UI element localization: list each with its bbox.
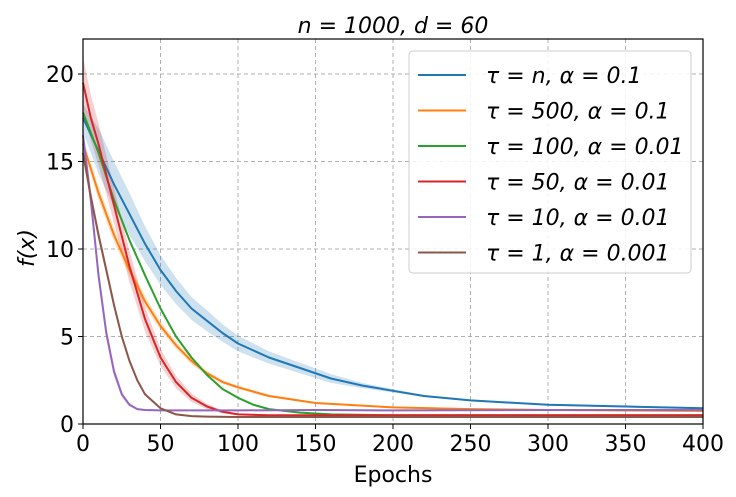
legend-label-4: τ = 10, α = 0.01: [486, 206, 670, 231]
chart-title: n = 1000, d = 60: [298, 14, 489, 39]
axis-ticks: 0 50 100 150 200 250 300 350 400 0 5 10 15 20: [46, 63, 724, 457]
y-tick-label: 20: [46, 63, 74, 88]
legend-label-0: τ = n, α = 0.1: [486, 64, 642, 89]
series-line-5: [82, 152, 703, 418]
x-tick-label: 300: [527, 432, 569, 457]
x-tick-label: 200: [372, 432, 414, 457]
legend-label-5: τ = 1, α = 0.001: [486, 242, 670, 267]
legend-box: [408, 50, 692, 274]
legend: τ = n, α = 0.1 τ = 500, α = 0.1 τ = 100, α…: [408, 50, 692, 274]
y-tick-label: 15: [46, 151, 74, 176]
x-tick-label: 350: [605, 432, 647, 457]
y-tick-label: 5: [60, 326, 74, 351]
series-lines: [82, 82, 704, 418]
x-tick-label: 50: [147, 432, 175, 457]
legend-label-2: τ = 100, α = 0.01: [486, 135, 684, 160]
x-tick-label: 400: [682, 432, 724, 457]
series-line-1: [82, 143, 704, 412]
x-tick-label: 100: [217, 432, 259, 457]
y-tick-label: 0: [60, 413, 74, 438]
x-axis-label: Epochs: [354, 463, 433, 488]
y-tick-label: 10: [46, 238, 74, 263]
y-axis-label: f(x): [15, 229, 40, 267]
series-line-4: [82, 135, 703, 412]
x-tick-label: 150: [295, 432, 337, 457]
series-line-3: [82, 82, 703, 417]
legend-label-3: τ = 50, α = 0.01: [486, 171, 670, 196]
series-line-0: [82, 117, 704, 410]
x-tick-label: 0: [76, 432, 90, 457]
legend-label-1: τ = 500, α = 0.1: [486, 100, 670, 125]
x-tick-label: 250: [450, 432, 492, 457]
